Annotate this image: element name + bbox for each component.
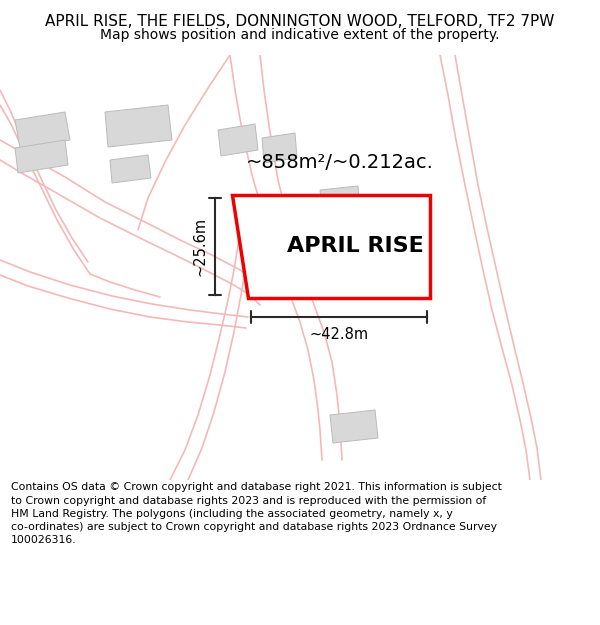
Polygon shape bbox=[15, 140, 68, 173]
Polygon shape bbox=[15, 112, 70, 148]
Text: ~42.8m: ~42.8m bbox=[310, 327, 368, 342]
Polygon shape bbox=[232, 195, 430, 298]
Polygon shape bbox=[105, 105, 172, 147]
Text: ~858m²/~0.212ac.: ~858m²/~0.212ac. bbox=[246, 153, 434, 172]
Text: APRIL RISE: APRIL RISE bbox=[287, 236, 424, 256]
Polygon shape bbox=[320, 186, 360, 214]
Polygon shape bbox=[330, 410, 378, 443]
Polygon shape bbox=[262, 133, 297, 163]
Polygon shape bbox=[362, 195, 394, 220]
Text: Contains OS data © Crown copyright and database right 2021. This information is : Contains OS data © Crown copyright and d… bbox=[11, 482, 502, 545]
Text: Map shows position and indicative extent of the property.: Map shows position and indicative extent… bbox=[100, 28, 500, 41]
Text: ~25.6m: ~25.6m bbox=[192, 217, 207, 276]
Text: APRIL RISE, THE FIELDS, DONNINGTON WOOD, TELFORD, TF2 7PW: APRIL RISE, THE FIELDS, DONNINGTON WOOD,… bbox=[46, 14, 554, 29]
Polygon shape bbox=[110, 155, 151, 183]
Polygon shape bbox=[218, 124, 258, 156]
